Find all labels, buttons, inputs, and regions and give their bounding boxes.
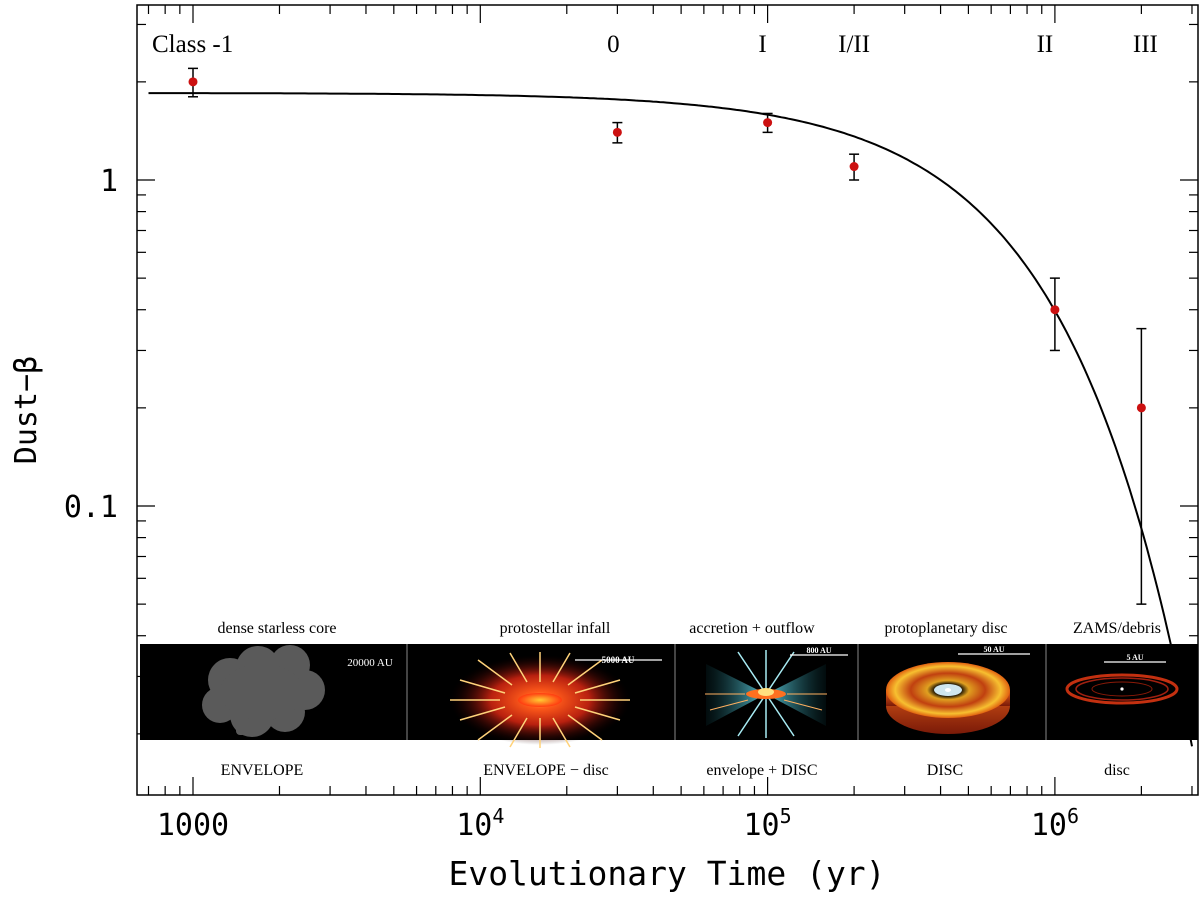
data-point [612, 121, 623, 144]
data-point [188, 67, 198, 98]
point-marker [188, 77, 198, 87]
x-tick-label: 105 [744, 804, 792, 843]
stage-top-label: protoplanetary disc [884, 620, 1007, 637]
class-label: II [1037, 31, 1054, 58]
class-label: I/II [838, 31, 870, 58]
scale-label: 50 AU [983, 645, 1004, 654]
class-label: Class -1 [152, 31, 233, 58]
y-tick-label: 1 [100, 164, 118, 199]
axis-ticks [137, 5, 1198, 795]
scale-label: 5000 AU [602, 655, 635, 665]
data-point [1049, 277, 1060, 352]
point-marker [1136, 403, 1146, 413]
cloud-core-icon: 20000 AU [202, 645, 393, 737]
point-marker [763, 118, 773, 128]
scale-label: 800 AU [806, 646, 831, 655]
stage-top-label: ZAMS/debris [1073, 620, 1161, 637]
point-marker [849, 162, 859, 172]
y-axis-title: Dust−β [9, 356, 44, 464]
scale-label: 5 AU [1126, 653, 1143, 662]
stage-top-label: protostellar infall [500, 620, 611, 637]
class-labels: Class -1 0 I I/II II III [152, 31, 1158, 58]
disc-icon: 50 AU [886, 645, 1030, 734]
x-tick-label: 106 [1031, 804, 1079, 843]
x-tick-label: 104 [456, 804, 504, 843]
stage-bottom-label: disc [1104, 762, 1130, 779]
stage-top-label: accretion + outflow [689, 620, 815, 637]
outflow-icon: 800 AU [705, 646, 848, 738]
data-point [1136, 327, 1147, 605]
data-point [762, 112, 773, 134]
stage-bottom-label: ENVELOPE [221, 762, 304, 779]
class-label: I [758, 31, 766, 58]
point-marker [612, 127, 622, 137]
stage-bottom-label: ENVELOPE − disc [483, 762, 608, 779]
axis-tick-labels: 1000 104 105 106 1 0.1 [64, 164, 1079, 843]
class-label: 0 [607, 31, 620, 58]
stage-panels: 20000 AU [140, 620, 1198, 779]
data-points [188, 67, 1147, 605]
debris-ring-icon: 5 AU [1065, 653, 1179, 705]
y-tick-label: 0.1 [64, 490, 118, 525]
point-marker [1050, 305, 1060, 315]
scale-label: 20000 AU [347, 657, 393, 669]
stage-top-label: dense starless core [217, 620, 336, 637]
data-point [849, 153, 860, 181]
class-label: III [1133, 31, 1158, 58]
fit-curve-line [148, 92, 1193, 747]
x-tick-label: 1000 [157, 808, 229, 843]
infall-icon: 5000 AU [450, 652, 662, 748]
x-axis-title: Evolutionary Time (yr) [448, 854, 885, 893]
stage-bottom-label: envelope + DISC [706, 762, 817, 779]
stage-bottom-label: DISC [927, 762, 963, 779]
plot-frame [136, 4, 1199, 796]
